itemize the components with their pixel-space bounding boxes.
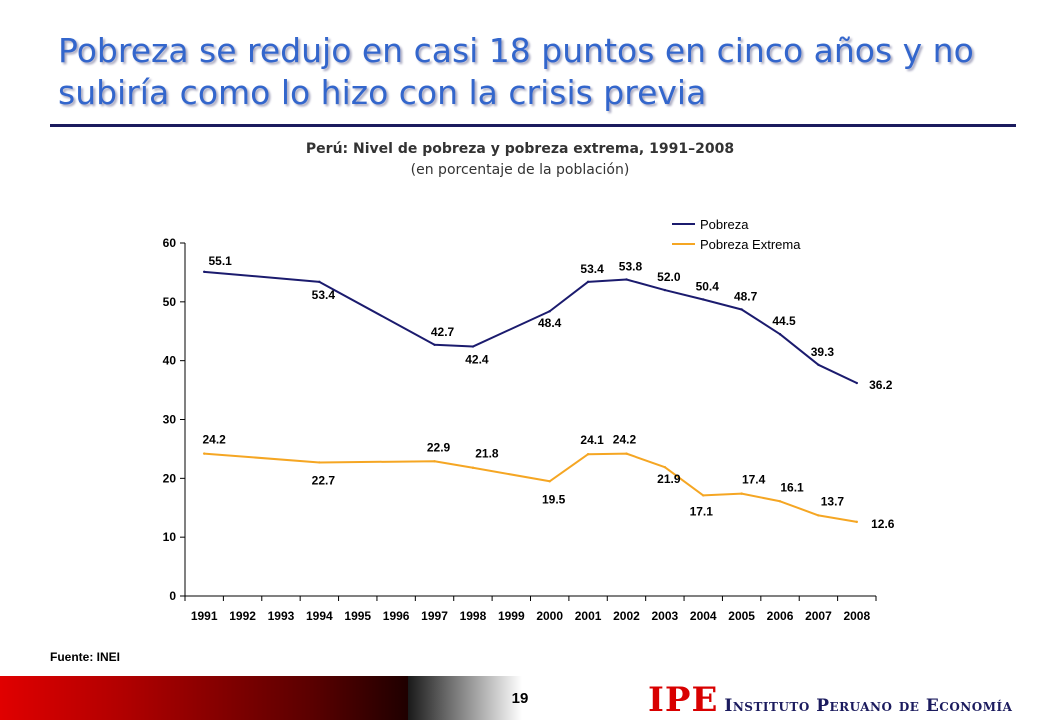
data-label: 44.5 <box>772 314 796 328</box>
chart-title: Perú: Nivel de pobreza y pobreza extrema… <box>305 141 735 157</box>
data-point <box>202 452 206 455</box>
data-label: 50.4 <box>696 279 720 293</box>
data-label: 24.2 <box>203 433 227 447</box>
data-point <box>625 452 628 455</box>
data-label: 21.9 <box>657 472 681 486</box>
x-tick-label: 2003 <box>652 609 679 623</box>
data-point <box>702 494 705 497</box>
x-tick-label: 1995 <box>344 609 371 623</box>
data-point <box>318 461 321 464</box>
data-label: 36.2 <box>869 378 893 392</box>
x-tick-label: 1994 <box>306 609 333 623</box>
x-tick-label: 2000 <box>536 609 563 623</box>
data-label: 12.6 <box>871 517 895 531</box>
data-point <box>586 453 590 456</box>
data-point <box>817 363 820 366</box>
data-point <box>778 332 782 336</box>
data-point <box>471 345 475 348</box>
data-point <box>740 492 743 495</box>
data-label: 48.4 <box>538 316 562 330</box>
data-label: 42.4 <box>465 353 489 367</box>
x-tick-label: 2008 <box>843 609 870 623</box>
y-tick-label: 50 <box>163 295 177 309</box>
data-point <box>433 343 436 346</box>
data-label: 53.8 <box>619 259 643 273</box>
data-label: 53.4 <box>580 262 604 276</box>
data-label: 16.1 <box>780 480 804 494</box>
source-note: Fuente: INEI <box>50 650 121 664</box>
x-tick-label: 1991 <box>191 609 218 623</box>
x-tick-label: 1999 <box>498 609 525 623</box>
data-point <box>855 381 859 385</box>
x-tick-label: 2007 <box>805 609 832 623</box>
x-tick-label: 2006 <box>767 609 794 623</box>
y-tick-label: 10 <box>163 530 177 544</box>
x-tick-label: 1992 <box>229 609 256 623</box>
data-label: 22.9 <box>427 440 451 454</box>
data-label: 39.3 <box>811 345 835 359</box>
data-point <box>855 520 859 524</box>
data-point <box>817 514 820 517</box>
data-label: 24.2 <box>613 433 637 447</box>
data-label: 53.4 <box>312 288 336 302</box>
data-point <box>625 278 628 281</box>
data-label: 13.7 <box>821 494 845 508</box>
data-label: 24.1 <box>580 433 604 447</box>
data-point <box>471 466 475 469</box>
footer-gradient <box>408 676 1040 720</box>
data-point <box>548 310 551 313</box>
data-point <box>548 480 551 483</box>
title-divider <box>50 124 1016 127</box>
series-line <box>204 270 858 384</box>
legend-label: Pobreza <box>700 217 749 232</box>
data-point <box>586 280 590 284</box>
data-point <box>433 460 436 463</box>
data-label: 55.1 <box>209 254 233 268</box>
x-tick-label: 2001 <box>575 609 602 623</box>
data-label: 42.7 <box>431 325 455 339</box>
data-point <box>778 500 782 503</box>
data-label: 21.8 <box>475 447 499 461</box>
data-label: 22.7 <box>312 473 336 487</box>
data-point <box>318 280 321 284</box>
x-tick-label: 1997 <box>421 609 448 623</box>
y-tick-label: 0 <box>169 589 176 603</box>
ipe-logo: IPE Instituto Peruano de Economía <box>648 682 1012 718</box>
x-tick-label: 1996 <box>383 609 410 623</box>
y-tick-label: 40 <box>163 354 177 368</box>
x-tick-label: 1993 <box>268 609 295 623</box>
data-point <box>663 288 667 292</box>
legend-label: Pobreza Extrema <box>700 237 801 252</box>
data-point <box>663 465 667 469</box>
x-tick-label: 2005 <box>728 609 755 623</box>
x-tick-label: 1998 <box>460 609 487 623</box>
series-line <box>204 452 857 523</box>
y-tick-label: 60 <box>163 236 177 250</box>
x-tick-label: 2004 <box>690 609 717 623</box>
data-point <box>202 270 206 274</box>
data-label: 17.1 <box>690 504 714 518</box>
y-tick-label: 30 <box>163 413 177 427</box>
logo-text: Instituto Peruano de Economía <box>724 696 1013 716</box>
line-chart: 0 10 20 30 40 50 60 1991 1992 1993 1994 1995 1996 199… <box>163 217 895 623</box>
y-tick-label: 20 <box>163 471 177 485</box>
data-label: 19.5 <box>542 492 566 506</box>
data-point <box>702 298 705 301</box>
data-label: 48.7 <box>734 289 758 303</box>
data-label: 17.4 <box>742 473 766 487</box>
slide-title: Pobreza se redujo en casi 18 puntos en c… <box>58 31 974 112</box>
page-number: 19 <box>511 690 529 707</box>
logo-mark: IPE <box>648 680 719 720</box>
data-label: 52.0 <box>657 270 681 284</box>
chart-subtitle: (en porcentaje de la población) <box>410 162 630 178</box>
x-tick-label: 2002 <box>613 609 640 623</box>
data-point <box>740 308 743 311</box>
